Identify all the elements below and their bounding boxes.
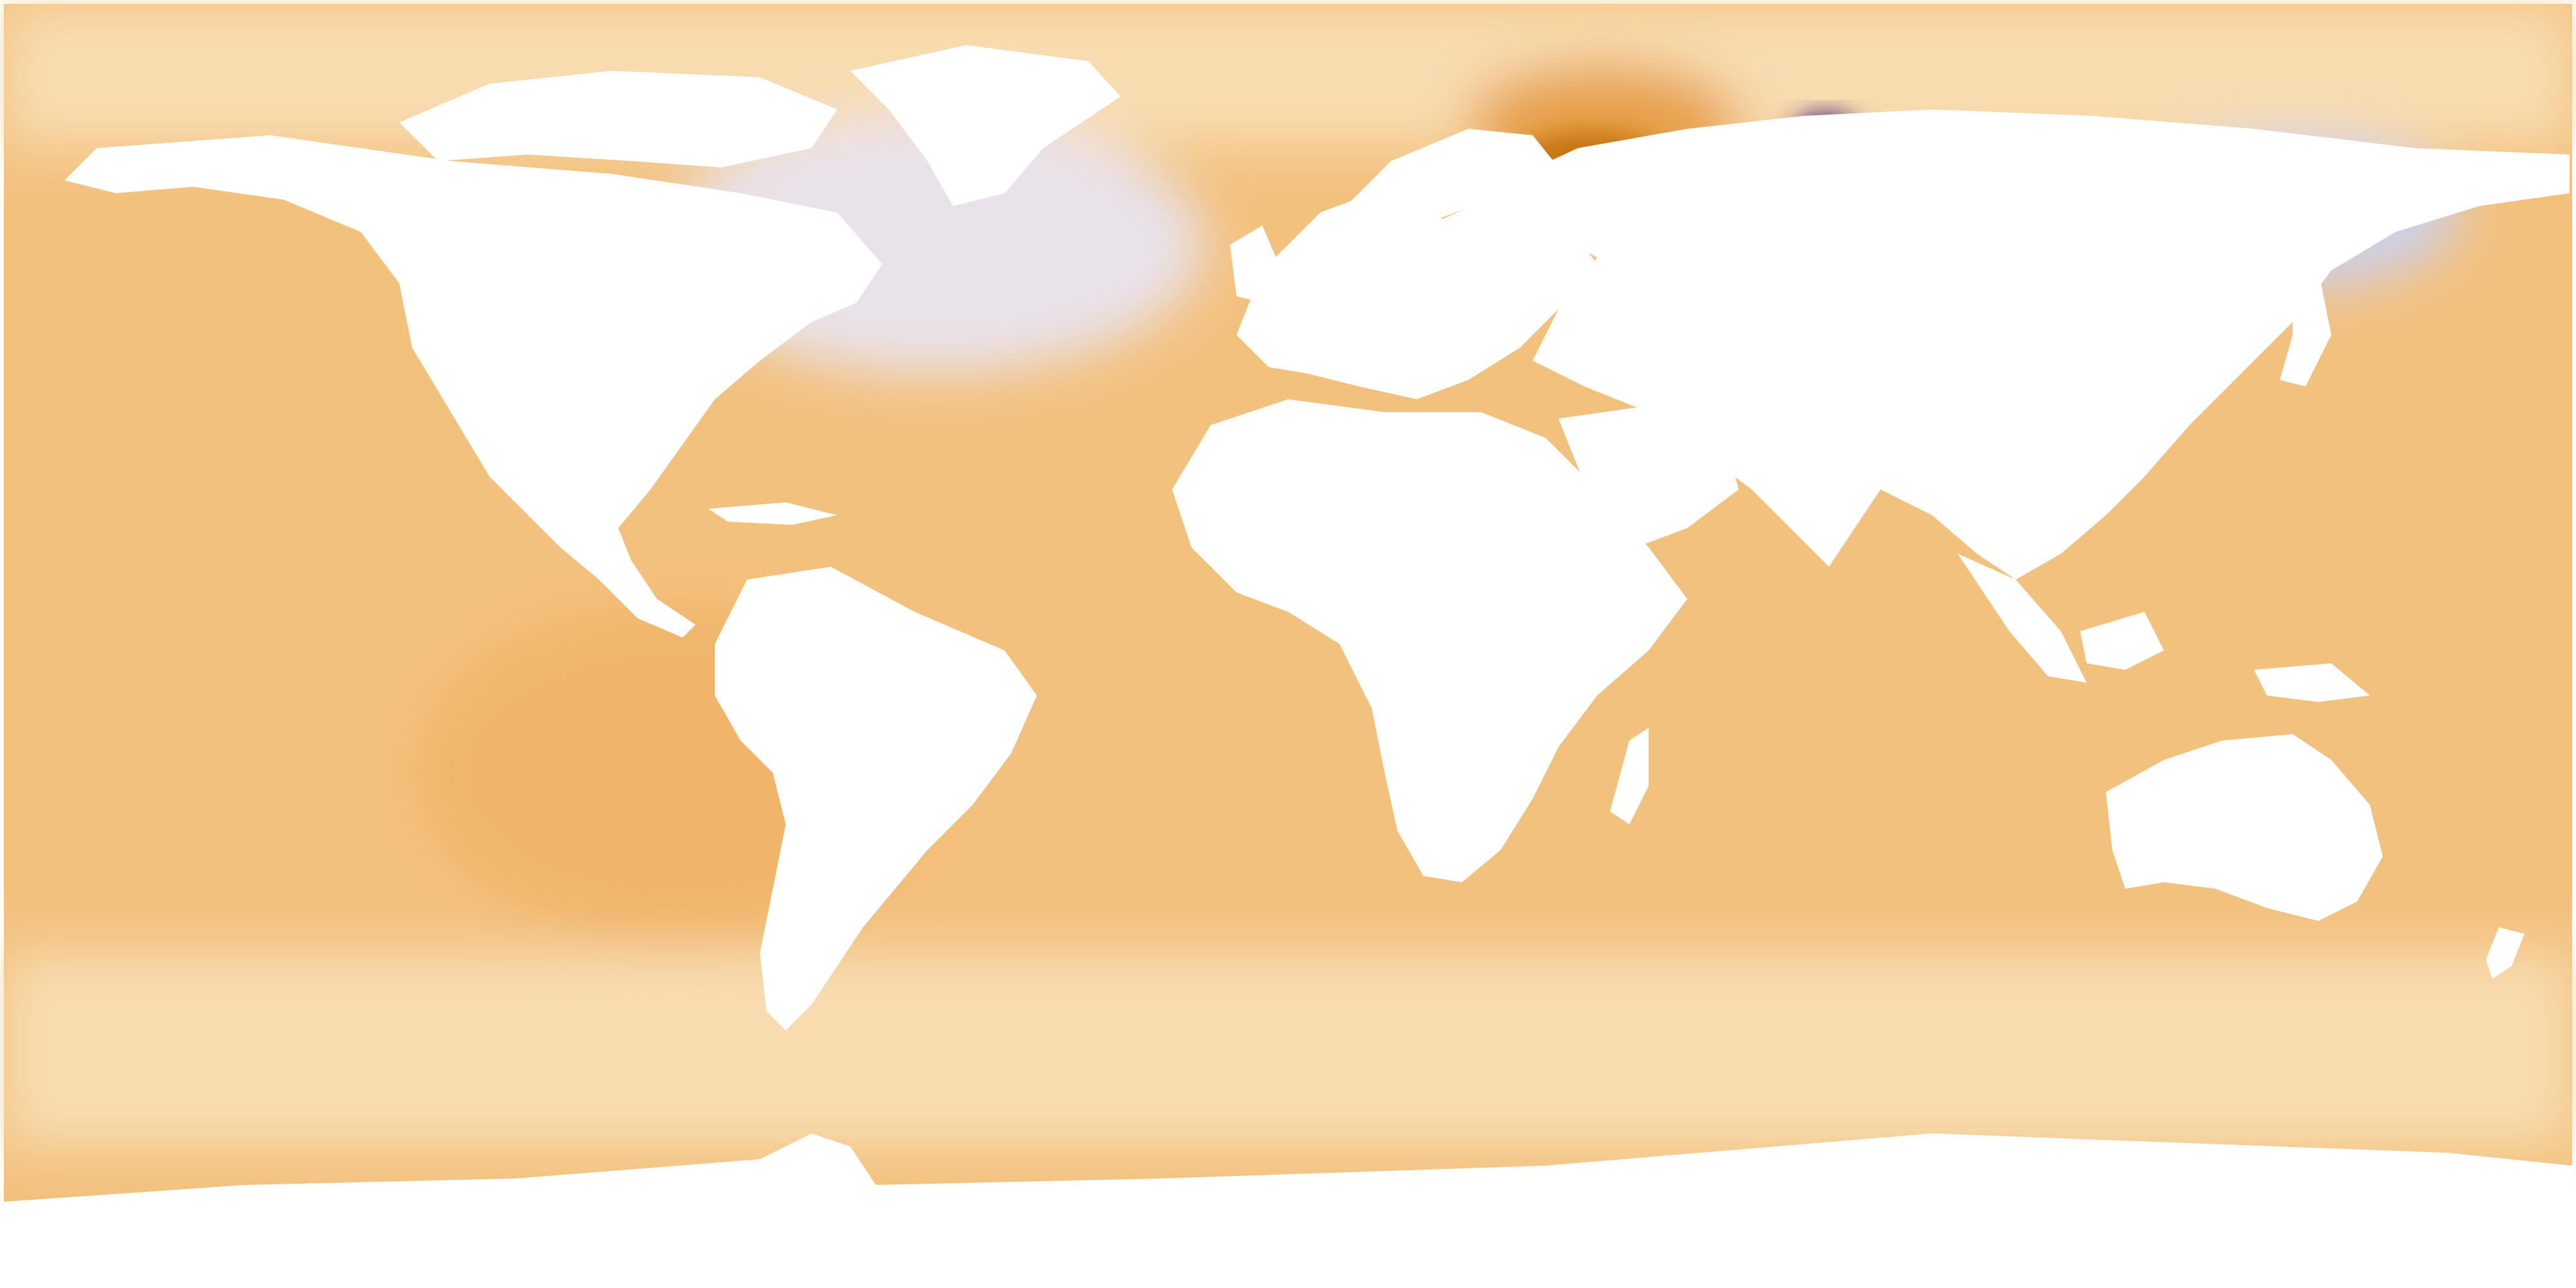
southeast-asia: [1958, 554, 2087, 683]
antarctica: [4, 1133, 2572, 1288]
greenland: [850, 45, 1121, 206]
british-isles: [1230, 225, 1282, 303]
scandinavia: [1340, 129, 1558, 232]
africa: [1172, 399, 1687, 882]
maritime-continent: [2080, 612, 2164, 670]
new-guinea: [2254, 663, 2370, 702]
europe: [1236, 193, 1597, 399]
north-america: [64, 135, 882, 638]
new-zealand: [2486, 927, 2524, 979]
asia: [1481, 109, 2570, 580]
south-america: [715, 567, 1037, 1030]
caribbean-islands: [708, 502, 837, 525]
australia: [2106, 734, 2383, 921]
japan: [2280, 270, 2331, 386]
arctic-archipelago: [399, 71, 837, 167]
madagascar: [1610, 728, 1649, 824]
southern-ocean-band: [4, 953, 2572, 1146]
land-mask: [4, 45, 2572, 1288]
